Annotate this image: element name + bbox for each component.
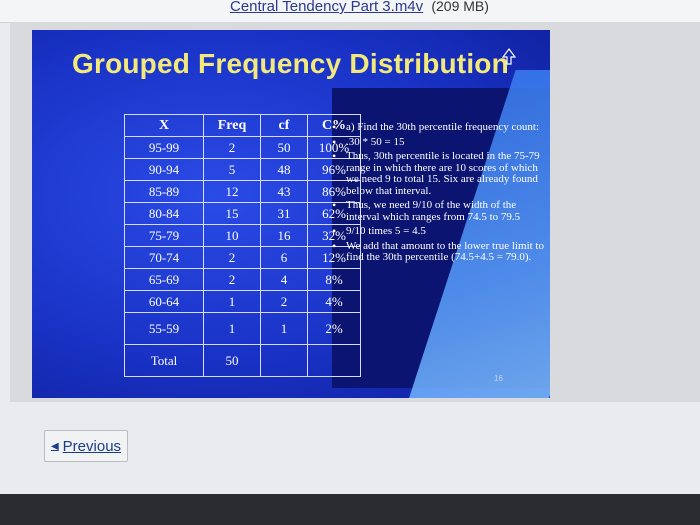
cell-freq: 12 <box>203 180 261 203</box>
table-row: 85-89 12 43 86% <box>124 180 361 203</box>
explanation-bullets: a) Find the 30th percentile frequency co… <box>332 121 544 267</box>
header-x: X <box>124 114 204 137</box>
table-row: 90-94 5 48 96% <box>124 158 361 181</box>
slide-title: Grouped Frequency Distribution <box>72 48 509 79</box>
bullet-item: a) Find the 30th percentile frequency co… <box>332 121 544 134</box>
table-row: 55-59 1 1 2% <box>124 312 361 345</box>
table-row: 95-99 2 50 100% <box>124 136 361 159</box>
cell-cf: 48 <box>260 158 308 181</box>
cell-x: 85-89 <box>124 180 204 203</box>
cell-x: 70-74 <box>124 246 204 269</box>
cell-x: 60-64 <box>124 290 204 313</box>
cell-x: 90-94 <box>124 158 204 181</box>
file-size: (209 MB) <box>431 0 489 14</box>
table-row: 65-69 2 4 8% <box>124 268 361 291</box>
table-header-row: X Freq cf C% <box>124 114 361 137</box>
bullet-item: Thus, 30th percentile is located in the … <box>332 150 544 197</box>
cell-cf: 1 <box>260 312 308 345</box>
cell-freq: 5 <box>203 158 261 181</box>
cell-cf: 43 <box>260 180 308 203</box>
slide: Grouped Frequency Distribution X Freq cf… <box>32 30 550 398</box>
table-row: 60-64 1 2 4% <box>124 290 361 313</box>
cell-cf: 4 <box>260 268 308 291</box>
video-viewer[interactable]: Grouped Frequency Distribution X Freq cf… <box>10 22 700 402</box>
bullet-item: We add that amount to the lower true lim… <box>332 240 544 264</box>
cell-cpercent: 8% <box>307 268 361 291</box>
top-bar: Central Tendency Part 3.m4v (209 MB) <box>0 0 700 23</box>
bullet-item: Thus, we need 9/10 of the width of the i… <box>332 199 544 223</box>
cell-total-cpercent <box>307 344 361 377</box>
chevron-left-icon: ◀ <box>50 440 59 452</box>
previous-label: Previous <box>62 437 122 455</box>
cell-total-label: Total <box>124 344 204 377</box>
table-total-row: Total 50 <box>124 344 361 377</box>
cell-x: 80-84 <box>124 202 204 225</box>
previous-button[interactable]: ◀ Previous <box>44 430 128 462</box>
cell-x: 75-79 <box>124 224 204 247</box>
slide-page-number: 16 <box>494 374 503 383</box>
cell-cpercent: 2% <box>307 312 361 345</box>
frequency-table: X Freq cf C% 95-99 2 50 100% 90-94 5 48 <box>124 114 361 377</box>
table-row: 75-79 10 16 32% <box>124 224 361 247</box>
bullet-item: .30 * 50 = 15 <box>332 136 544 149</box>
header-cf: cf <box>260 114 308 137</box>
file-name-link[interactable]: Central Tendency Part 3.m4v <box>230 0 424 15</box>
cell-cf: 2 <box>260 290 308 313</box>
bottom-bar <box>0 494 700 525</box>
cell-cf: 16 <box>260 224 308 247</box>
table-row: 70-74 2 6 12% <box>124 246 361 269</box>
cell-x: 65-69 <box>124 268 204 291</box>
cell-total-cf <box>260 344 308 377</box>
cell-total-freq: 50 <box>203 344 261 377</box>
cell-freq: 1 <box>203 312 261 345</box>
cell-cpercent: 4% <box>307 290 361 313</box>
cell-cf: 6 <box>260 246 308 269</box>
bullet-item: 9/10 times 5 = 4.5 <box>332 225 544 238</box>
cell-freq: 2 <box>203 136 261 159</box>
file-title[interactable]: Central Tendency Part 3.m4v (209 MB) <box>230 0 489 15</box>
table-row: 80-84 15 31 62% <box>124 202 361 225</box>
cell-freq: 10 <box>203 224 261 247</box>
cell-cf: 50 <box>260 136 308 159</box>
cell-freq: 2 <box>203 268 261 291</box>
mouse-pointer-icon <box>502 48 516 65</box>
cell-freq: 15 <box>203 202 261 225</box>
cell-x: 95-99 <box>124 136 204 159</box>
header-freq: Freq <box>203 114 261 137</box>
cell-x: 55-59 <box>124 312 204 345</box>
cell-freq: 1 <box>203 290 261 313</box>
cell-freq: 2 <box>203 246 261 269</box>
cell-cf: 31 <box>260 202 308 225</box>
